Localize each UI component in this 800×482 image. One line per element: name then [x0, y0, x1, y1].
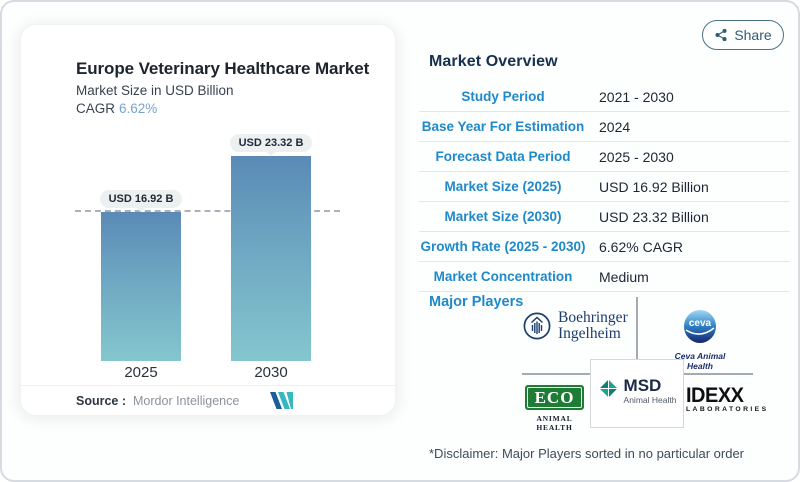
row-value: USD 23.32 Billion — [599, 208, 709, 225]
eco-mark: ECO — [525, 385, 584, 410]
players-disclaimer: *Disclaimer: Major Players sorted in no … — [429, 446, 745, 461]
row-value: 6.62% CAGR — [599, 238, 684, 255]
row-label: Market Size (2030) — [444, 209, 562, 224]
players-divider-horizontal-right — [684, 373, 753, 375]
boehringer-line2: Ingelheim — [558, 325, 621, 342]
source-row: Source : Mordor Intelligence — [21, 385, 395, 415]
row-label: Forecast Data Period — [435, 149, 571, 164]
bar-column-2030: USD 23.32 B — [229, 134, 313, 361]
share-label: Share — [734, 27, 772, 43]
msd-knot-icon — [597, 378, 619, 399]
idexx-caption: LABORATORIES — [686, 406, 769, 413]
table-row: Growth Rate (2025 - 2030) 6.62% CAGR — [419, 232, 790, 262]
players-divider-vertical — [636, 297, 638, 359]
share-button[interactable]: Share — [702, 20, 784, 50]
msd-name: MSD — [623, 376, 662, 395]
overview-heading: Market Overview — [429, 53, 558, 70]
mordor-intelligence-logo-icon — [270, 392, 293, 409]
reference-dashed-line — [75, 210, 340, 212]
table-row: Forecast Data Period 2025 - 2030 — [419, 142, 790, 172]
eco-mark-text: ECO — [534, 388, 575, 407]
row-value: 2024 — [599, 118, 631, 135]
chart-subtitle: Market Size in USD Billion — [76, 83, 234, 98]
row-label: Base Year For Estimation — [421, 119, 585, 134]
players-divider-horizontal-left — [522, 373, 590, 375]
cagr-value: 6.62% — [119, 101, 158, 116]
logo-msd-animal-health: MSD Animal Health — [590, 359, 684, 428]
row-value: USD 16.92 Billion — [599, 178, 709, 195]
table-row: Base Year For Estimation 2024 — [419, 112, 790, 142]
overview-table: Study Period 2021 - 2030 Base Year For E… — [419, 82, 790, 292]
bar-value-label-2025: USD 16.92 B — [99, 190, 183, 208]
table-row: Market Concentration Medium — [419, 262, 790, 292]
bar-column-2025: USD 16.92 B — [99, 190, 183, 361]
table-row: Study Period 2021 - 2030 — [419, 82, 790, 112]
table-row: Market Size (2030) USD 23.32 Billion — [419, 202, 790, 232]
x-axis-label-2025: 2025 — [124, 364, 158, 381]
row-label: Study Period — [461, 89, 545, 104]
row-value: Medium — [599, 268, 649, 285]
ceva-mark-text: ceva — [689, 318, 712, 329]
boehringer-line1: Boehringer — [558, 309, 628, 326]
x-axis-label-2030: 2030 — [254, 364, 288, 381]
ceva-globe-icon: ceva — [684, 310, 716, 343]
share-icon — [715, 28, 727, 42]
msd-caption: Animal Health — [623, 395, 677, 405]
logo-ceva: ceva Ceva Animal Health — [664, 309, 736, 371]
logo-idexx-laboratories: IDEXX LABORATORIES — [686, 383, 769, 413]
source-name: Mordor Intelligence — [133, 393, 240, 408]
row-label: Market Size (2025) — [444, 179, 562, 194]
cagr-label: CAGR — [76, 101, 116, 116]
major-players-heading: Major Players — [429, 294, 524, 310]
row-value: 2021 - 2030 — [599, 88, 674, 105]
source-label: Source : — [76, 393, 127, 408]
chart-title: Europe Veterinary Healthcare Market — [76, 59, 370, 78]
label-pointer-icon — [265, 151, 277, 156]
row-label: Growth Rate (2025 - 2030) — [420, 239, 586, 254]
chart-card: Europe Veterinary Healthcare Market Mark… — [20, 24, 396, 416]
bar-value-label-2030: USD 23.32 B — [229, 134, 313, 152]
chart-cagr: CAGR 6.62% — [76, 101, 157, 116]
row-value: 2025 - 2030 — [599, 148, 674, 165]
ceva-caption: Ceva Animal Health — [674, 351, 726, 371]
row-label: Market Concentration — [433, 269, 573, 284]
bar-2025 — [101, 212, 181, 361]
logo-boehringer-ingelheim: Boehringer Ingelheim — [522, 310, 628, 342]
bar-2030 — [231, 156, 311, 361]
table-row: Market Size (2025) USD 16.92 Billion — [419, 172, 790, 202]
idexx-name: IDEXX — [686, 383, 744, 407]
boehringer-emblem-icon — [523, 312, 551, 340]
logo-eco-animal-health: ECO ANIMAL HEALTH — [521, 385, 588, 432]
label-pointer-icon — [135, 207, 147, 212]
eco-caption: ANIMAL HEALTH — [536, 414, 573, 432]
